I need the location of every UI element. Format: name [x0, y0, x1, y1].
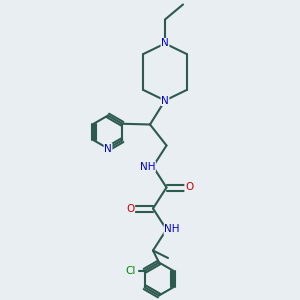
Text: NH: NH — [164, 224, 180, 235]
Text: N: N — [161, 95, 169, 106]
Text: NH: NH — [140, 161, 155, 172]
Text: O: O — [126, 203, 135, 214]
Text: N: N — [161, 38, 169, 49]
Text: N: N — [104, 143, 112, 154]
Text: O: O — [185, 182, 193, 193]
Text: Cl: Cl — [125, 266, 136, 276]
